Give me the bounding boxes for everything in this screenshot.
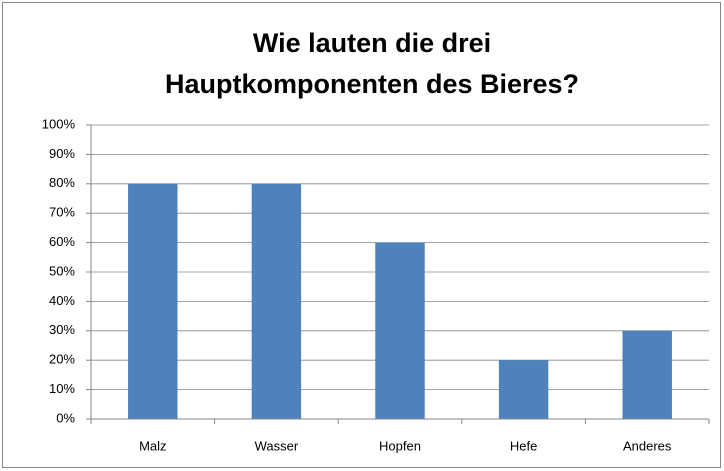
bar xyxy=(375,242,425,419)
bar xyxy=(128,183,178,419)
y-tick-label: 0% xyxy=(56,410,75,425)
x-tick-label: Malz xyxy=(139,438,166,453)
bar xyxy=(251,183,302,419)
y-tick-label: 30% xyxy=(49,322,75,337)
x-tick-label: Hopfen xyxy=(379,438,421,453)
chart-title: Wie lauten die drei xyxy=(253,28,491,58)
x-tick-label: Wasser xyxy=(255,438,299,453)
y-tick-label: 20% xyxy=(49,352,75,367)
y-tick-label: 80% xyxy=(49,175,75,190)
y-tick-label: 40% xyxy=(49,293,75,308)
y-tick-label: 90% xyxy=(49,146,75,161)
y-tick-label: 10% xyxy=(49,381,75,396)
chart-title: Hauptkomponenten des Bieres? xyxy=(165,69,579,99)
x-tick-label: Hefe xyxy=(510,438,537,453)
bar xyxy=(498,360,549,419)
x-tick-label: Anderes xyxy=(623,438,672,453)
bar xyxy=(622,330,672,419)
y-tick-label: 70% xyxy=(49,205,75,220)
y-tick-label: 50% xyxy=(49,263,75,278)
y-tick-label: 100% xyxy=(42,116,76,131)
y-tick-label: 60% xyxy=(49,234,75,249)
